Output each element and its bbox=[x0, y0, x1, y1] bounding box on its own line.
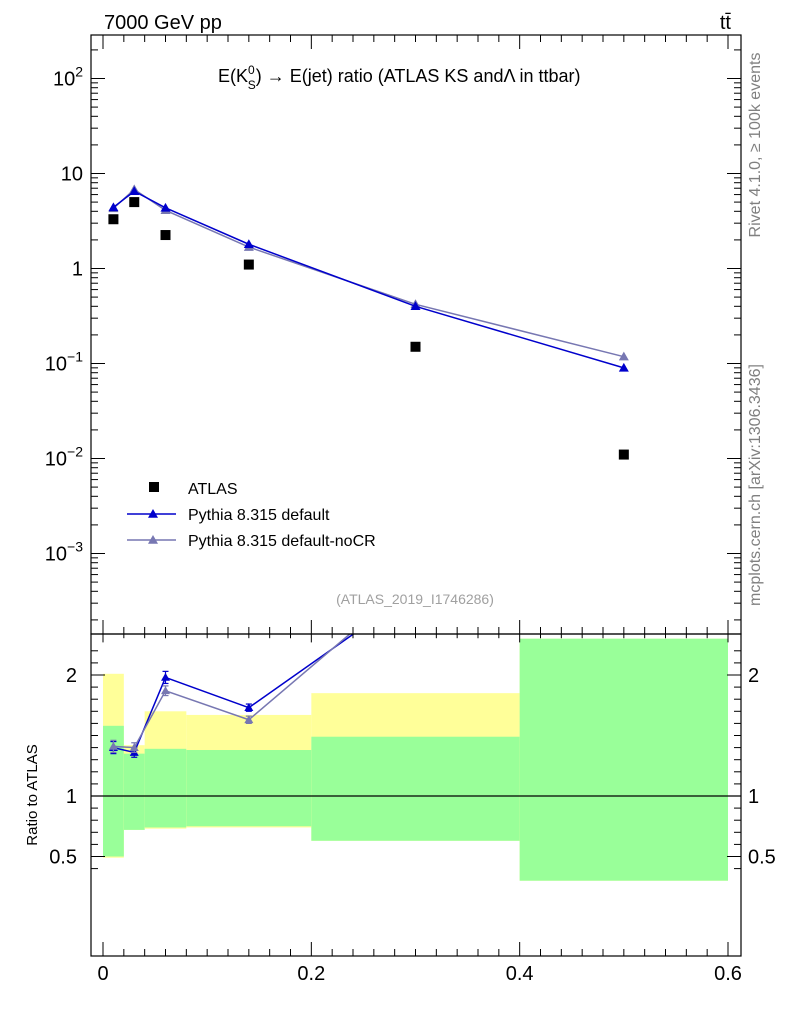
atlas-data-point bbox=[618, 449, 629, 460]
main-point-triangle bbox=[108, 202, 119, 212]
process-label: tt̄ bbox=[720, 12, 732, 34]
chart-title: E(K0 S) → E(jet) ratio (ATLAS KS andΛ in … bbox=[218, 63, 581, 92]
main-point-triangle bbox=[410, 301, 421, 311]
ratio-point bbox=[108, 741, 118, 750]
main-line-default bbox=[112, 190, 625, 369]
energy-label: 7000 GeV pp bbox=[104, 12, 222, 34]
main-line-nocr bbox=[112, 188, 625, 358]
main-series bbox=[108, 184, 629, 460]
main-point-triangle bbox=[243, 239, 254, 248]
main-y-tick-label: 10 bbox=[61, 164, 83, 186]
axes: 102 10 1 10−1 10−2 10−3 0 0.2 0.4 0.6 0.5 0.5 1 1 2 2 bbox=[45, 35, 776, 985]
ratio-point bbox=[161, 672, 170, 681]
analysis-label: (ATLAS_2019_I1746286) bbox=[336, 591, 494, 607]
ratio-band-inner bbox=[144, 748, 187, 828]
main-point-triangle bbox=[618, 362, 629, 372]
ratio-band-inner bbox=[123, 753, 145, 830]
ratio-series bbox=[108, 634, 355, 758]
legend-label: Pythia 8.315 default bbox=[188, 507, 330, 524]
legend-marker-triangle bbox=[148, 535, 158, 544]
ratio-point bbox=[244, 715, 254, 724]
mcplots-label: mcplots.cern.ch [arXiv:1306.3436] bbox=[747, 364, 764, 606]
ratio-x-tick-label: 0.6 bbox=[714, 963, 742, 985]
main-point-triangle bbox=[618, 351, 629, 361]
ratio-y-tick-label-left: 1 bbox=[66, 786, 77, 808]
main-y-tick-label: 1 bbox=[72, 259, 83, 281]
ratio-y-label: Ratio to ATLAS bbox=[24, 744, 41, 845]
atlas-data-point bbox=[243, 259, 254, 270]
main-point-triangle bbox=[129, 186, 140, 196]
ratio-x-tick-label: 0 bbox=[97, 963, 108, 985]
ratio-y-tick-label-left: 0.5 bbox=[49, 847, 77, 869]
ratio-y-tick-label-right: 0.5 bbox=[748, 847, 776, 869]
main-y-tick-label: 102 bbox=[53, 64, 83, 91]
legend-label: ATLAS bbox=[188, 481, 238, 498]
ratio-x-tick-label: 0.4 bbox=[506, 963, 534, 985]
ratio-band-inner bbox=[311, 736, 520, 841]
ratio-series-clipped bbox=[108, 634, 355, 758]
legend-marker-triangle bbox=[148, 509, 158, 518]
ratio-band-inner bbox=[186, 750, 312, 827]
legend: ATLAS Pythia 8.315 default Pythia 8.315 de… bbox=[127, 481, 376, 550]
legend-marker-atlas bbox=[149, 482, 159, 492]
ratio-band-inner bbox=[103, 725, 124, 857]
main-y-tick-label: 10−2 bbox=[45, 444, 83, 471]
ratio-x-tick-label: 0.2 bbox=[297, 963, 325, 985]
ratio-point bbox=[129, 743, 139, 751]
ratio-point bbox=[161, 686, 170, 695]
ratio-line bbox=[113, 634, 351, 749]
atlas-data-point bbox=[108, 214, 119, 225]
ratio-y-tick-label-right: 2 bbox=[748, 665, 759, 687]
atlas-data-point bbox=[129, 197, 140, 208]
ratio-bands bbox=[103, 638, 728, 881]
ratio-point bbox=[244, 703, 254, 712]
legend-label: Pythia 8.315 default-noCR bbox=[188, 533, 376, 550]
atlas-data-point bbox=[410, 341, 421, 352]
ratio-line bbox=[113, 634, 355, 754]
main-y-tick-label: 10−1 bbox=[45, 349, 83, 376]
ratio-y-tick-label-left: 2 bbox=[66, 665, 77, 687]
rivet-label: Rivet 4.1.0, ≥ 100k events bbox=[747, 53, 764, 238]
ratio-y-tick-label-right: 1 bbox=[748, 786, 759, 808]
ratio-band-inner bbox=[519, 638, 728, 881]
atlas-data-point bbox=[160, 230, 171, 241]
ratio-panel-frame bbox=[90, 633, 742, 957]
main-point-triangle bbox=[160, 202, 171, 212]
main-y-tick-label: 10−3 bbox=[45, 539, 83, 566]
